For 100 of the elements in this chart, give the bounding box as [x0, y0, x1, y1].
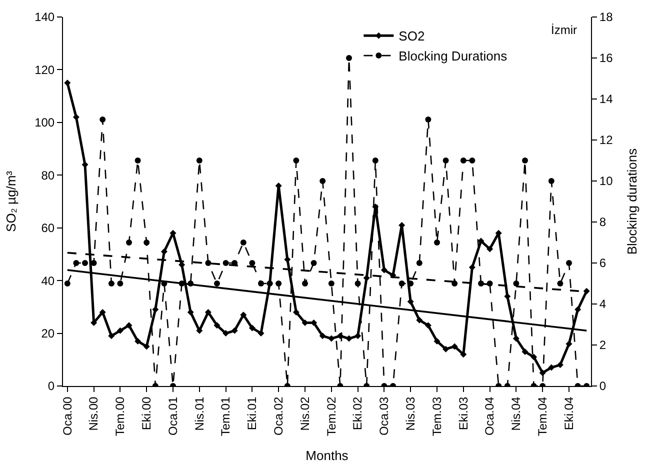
y2-tick-label: 8 — [599, 215, 606, 230]
point — [512, 335, 520, 342]
point — [214, 280, 220, 286]
x-tick-label: Eki.01 — [245, 396, 260, 430]
point — [530, 354, 538, 360]
x-axis-title: Months — [306, 448, 349, 463]
point — [566, 340, 572, 348]
point — [548, 364, 555, 371]
y2-axis-title: Blocking durations — [624, 148, 640, 255]
point — [276, 280, 282, 286]
point — [144, 240, 150, 246]
point — [64, 80, 71, 86]
point — [116, 327, 124, 334]
point — [178, 280, 185, 286]
point — [72, 114, 80, 120]
point — [398, 280, 405, 286]
point — [346, 55, 352, 61]
point — [231, 327, 238, 334]
point — [222, 260, 229, 266]
x-tick-label: Tem.01 — [218, 396, 233, 436]
y2-tick-label: 6 — [599, 256, 606, 270]
x-tick-label: Nis.01 — [192, 396, 206, 431]
point — [196, 327, 203, 334]
point — [64, 280, 70, 286]
point — [469, 158, 476, 164]
y2-tick-label: 0 — [599, 379, 606, 394]
point — [442, 346, 450, 352]
point — [284, 256, 291, 263]
x-tick-label: Oca.02 — [272, 396, 286, 436]
point — [319, 332, 326, 340]
x-tick-label: Eki.00 — [140, 396, 154, 430]
point — [354, 332, 362, 340]
point — [275, 182, 282, 189]
point — [188, 280, 194, 286]
point — [574, 306, 582, 313]
point — [522, 158, 528, 164]
point — [451, 343, 458, 350]
x-tick-label: Nis.02 — [298, 396, 312, 431]
x-tick-label: Nis.00 — [86, 396, 101, 431]
point — [161, 280, 168, 286]
point — [566, 260, 572, 266]
point — [204, 308, 212, 316]
point — [258, 280, 264, 286]
x-tick-label: Tem.02 — [324, 396, 338, 436]
x-tick-label: Tem.00 — [113, 396, 128, 436]
x-tick-label: Oca.01 — [166, 396, 180, 436]
point — [126, 240, 132, 246]
point — [134, 338, 142, 344]
x-tick-label: Oca.03 — [377, 396, 392, 436]
x-tick-label: Tem.03 — [430, 396, 444, 436]
y-tick-label: 120 — [34, 62, 55, 77]
y-tick-label: 100 — [34, 116, 55, 130]
x-tick-label: Nis.04 — [509, 396, 524, 431]
x-tick-label: Nis.03 — [404, 396, 418, 431]
point — [117, 280, 124, 286]
y2-tick-label: 18 — [599, 10, 614, 24]
point — [99, 308, 106, 316]
y-tick-label: 20 — [41, 326, 55, 340]
point — [310, 319, 318, 326]
y-tick-label: 40 — [41, 274, 55, 288]
x-tick-label: Oca.04 — [482, 396, 497, 436]
point — [100, 116, 106, 122]
point — [108, 280, 114, 286]
point — [222, 330, 230, 337]
y2-tick-label: 14 — [599, 92, 614, 106]
point — [380, 266, 388, 274]
point — [293, 158, 300, 164]
point — [258, 330, 264, 337]
point — [187, 308, 194, 316]
point — [557, 280, 564, 286]
point — [346, 335, 352, 342]
point — [292, 308, 300, 316]
point — [513, 280, 520, 286]
legend-label: Blocking Durations — [398, 48, 508, 64]
point — [434, 338, 440, 344]
point — [583, 288, 590, 294]
point — [372, 158, 378, 164]
y-axis-title: SO₂ µg/m³ — [4, 170, 19, 232]
point — [434, 240, 440, 246]
point — [398, 222, 406, 228]
point — [205, 260, 212, 266]
point — [82, 260, 88, 266]
point — [310, 260, 317, 266]
point — [442, 158, 449, 164]
point — [178, 262, 186, 268]
x-tick-label: Oca.00 — [60, 396, 74, 436]
point — [134, 158, 141, 164]
point — [504, 293, 511, 300]
x-tick-label: Eki.03 — [456, 396, 470, 430]
point — [196, 158, 202, 164]
point — [460, 158, 466, 164]
point — [73, 260, 80, 266]
point — [249, 260, 256, 266]
point — [522, 348, 528, 355]
point — [486, 246, 494, 252]
point — [152, 306, 159, 313]
point — [424, 322, 432, 329]
point — [320, 178, 326, 184]
y2-tick-label: 16 — [599, 51, 614, 66]
y2-tick-label: 2 — [599, 338, 606, 352]
